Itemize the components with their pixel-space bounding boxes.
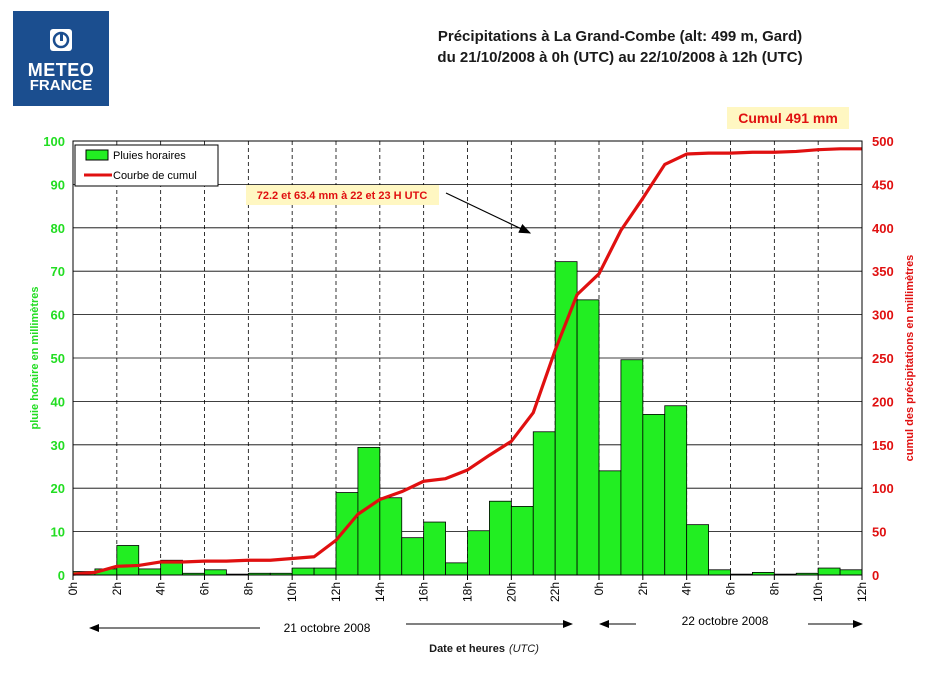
x-tick-label: 2h (110, 582, 124, 595)
x-tick-label: 22h (548, 582, 562, 602)
y-right-tick-label: 150 (872, 438, 894, 453)
bar (423, 521, 446, 576)
x-tick-label: 16h (417, 582, 431, 602)
legend-bar-swatch (85, 149, 109, 161)
logo-text-line1: METEO (27, 60, 95, 80)
x-tick-label: 8h (241, 582, 255, 595)
bar (116, 545, 140, 576)
y-right-tick-label: 400 (872, 221, 894, 236)
bar (467, 530, 490, 576)
x-tick-label: 12h (855, 582, 869, 602)
bar (291, 567, 315, 576)
y-right-tick-label: 450 (872, 177, 894, 192)
x-tick-label: 10h (285, 582, 299, 602)
y-right-tick-label: 350 (872, 264, 894, 279)
x-tick-label: 0h (592, 582, 606, 595)
bar (598, 470, 622, 576)
y-left-tick-label: 30 (51, 438, 65, 453)
bar (554, 261, 578, 576)
logo-emblem-icon (50, 29, 72, 51)
bar (401, 537, 425, 576)
y-left-tick-label: 10 (51, 525, 65, 540)
y-left-tick-label: 80 (51, 221, 65, 236)
bar (664, 405, 688, 576)
bar (817, 567, 841, 576)
chart-title-line1: Précipitations à La Grand-Combe (alt: 49… (437, 28, 803, 45)
bar (620, 359, 644, 576)
bar (839, 569, 863, 576)
x-axis-title-text: Date et heures (429, 643, 505, 655)
y-right-tick-label: 200 (872, 394, 894, 409)
bar (445, 562, 468, 576)
x-tick-label: 20h (504, 582, 518, 602)
y-right-tick-label: 250 (872, 351, 894, 366)
x-tick-label: 4h (680, 582, 694, 595)
x-tick-label: 10h (811, 582, 825, 602)
y-left-tick-label: 40 (51, 394, 65, 409)
annotation-text: 72.2 et 63.4 mm à 22 et 23 H UTC (257, 190, 428, 202)
bar (335, 492, 359, 576)
date-label-day2: 22 octobre 2008 (682, 614, 769, 628)
y-left-tick-label: 100 (43, 134, 65, 149)
y-left-tick-label: 0 (58, 568, 65, 583)
legend-item-bars: Pluies horaires (113, 150, 186, 162)
cumul-total-label: Cumul 491 mm (727, 107, 849, 129)
legend-item-curve: Courbe de cumul (113, 170, 197, 182)
bar (510, 506, 534, 576)
bar (138, 568, 162, 576)
bar (686, 524, 709, 576)
y-right-axis-title: cumul des précipitations en millimètres (904, 255, 916, 462)
bar (642, 414, 666, 576)
x-tick-label: 6h (724, 582, 738, 595)
bar (532, 431, 556, 576)
annotation-box (246, 185, 439, 205)
annotation-arrow (445, 192, 532, 234)
meteo-france-logo: METEO FRANCE (13, 11, 109, 106)
y-right-tick-label: 0 (872, 568, 879, 583)
x-tick-label: 14h (373, 582, 387, 602)
x-tick-label: 2h (636, 582, 650, 595)
y-right-tick-label: 50 (872, 525, 886, 540)
bar (313, 567, 337, 576)
y-right-tick-label: 500 (872, 134, 894, 149)
x-tick-label: 4h (154, 582, 168, 595)
x-axis-title-unit: (UTC) (509, 643, 539, 655)
x-tick-label: 12h (329, 582, 343, 602)
chart-title-line2: du 21/10/2008 à 0h (UTC) au 22/10/2008 à… (437, 49, 803, 66)
y-right-tick-label: 100 (872, 481, 894, 496)
y-left-tick-label: 60 (51, 308, 65, 323)
y-left-tick-label: 50 (51, 351, 65, 366)
x-axis-title: Date et heures (UTC) (429, 643, 539, 655)
x-tick-label: 6h (198, 582, 212, 595)
x-tick-label: 18h (461, 582, 475, 602)
bar (708, 569, 731, 576)
x-tick-label: 8h (767, 582, 781, 595)
y-left-tick-label: 90 (51, 177, 65, 192)
y-left-tick-label: 70 (51, 264, 65, 279)
logo-text-line2: FRANCE (29, 77, 93, 94)
x-tick-label: 0h (66, 582, 80, 595)
bar (576, 299, 600, 576)
date-label-day1: 21 octobre 2008 (284, 621, 371, 635)
y-left-axis-title: pluie horaire en millimètres (29, 286, 41, 429)
legend: Pluies horaires Courbe de cumul (74, 144, 219, 187)
y-left-tick-label: 20 (51, 481, 65, 496)
cumul-curve (72, 147, 862, 576)
bar (379, 497, 403, 576)
bar (489, 500, 512, 576)
y-right-tick-label: 300 (872, 308, 894, 323)
bar (204, 569, 227, 576)
